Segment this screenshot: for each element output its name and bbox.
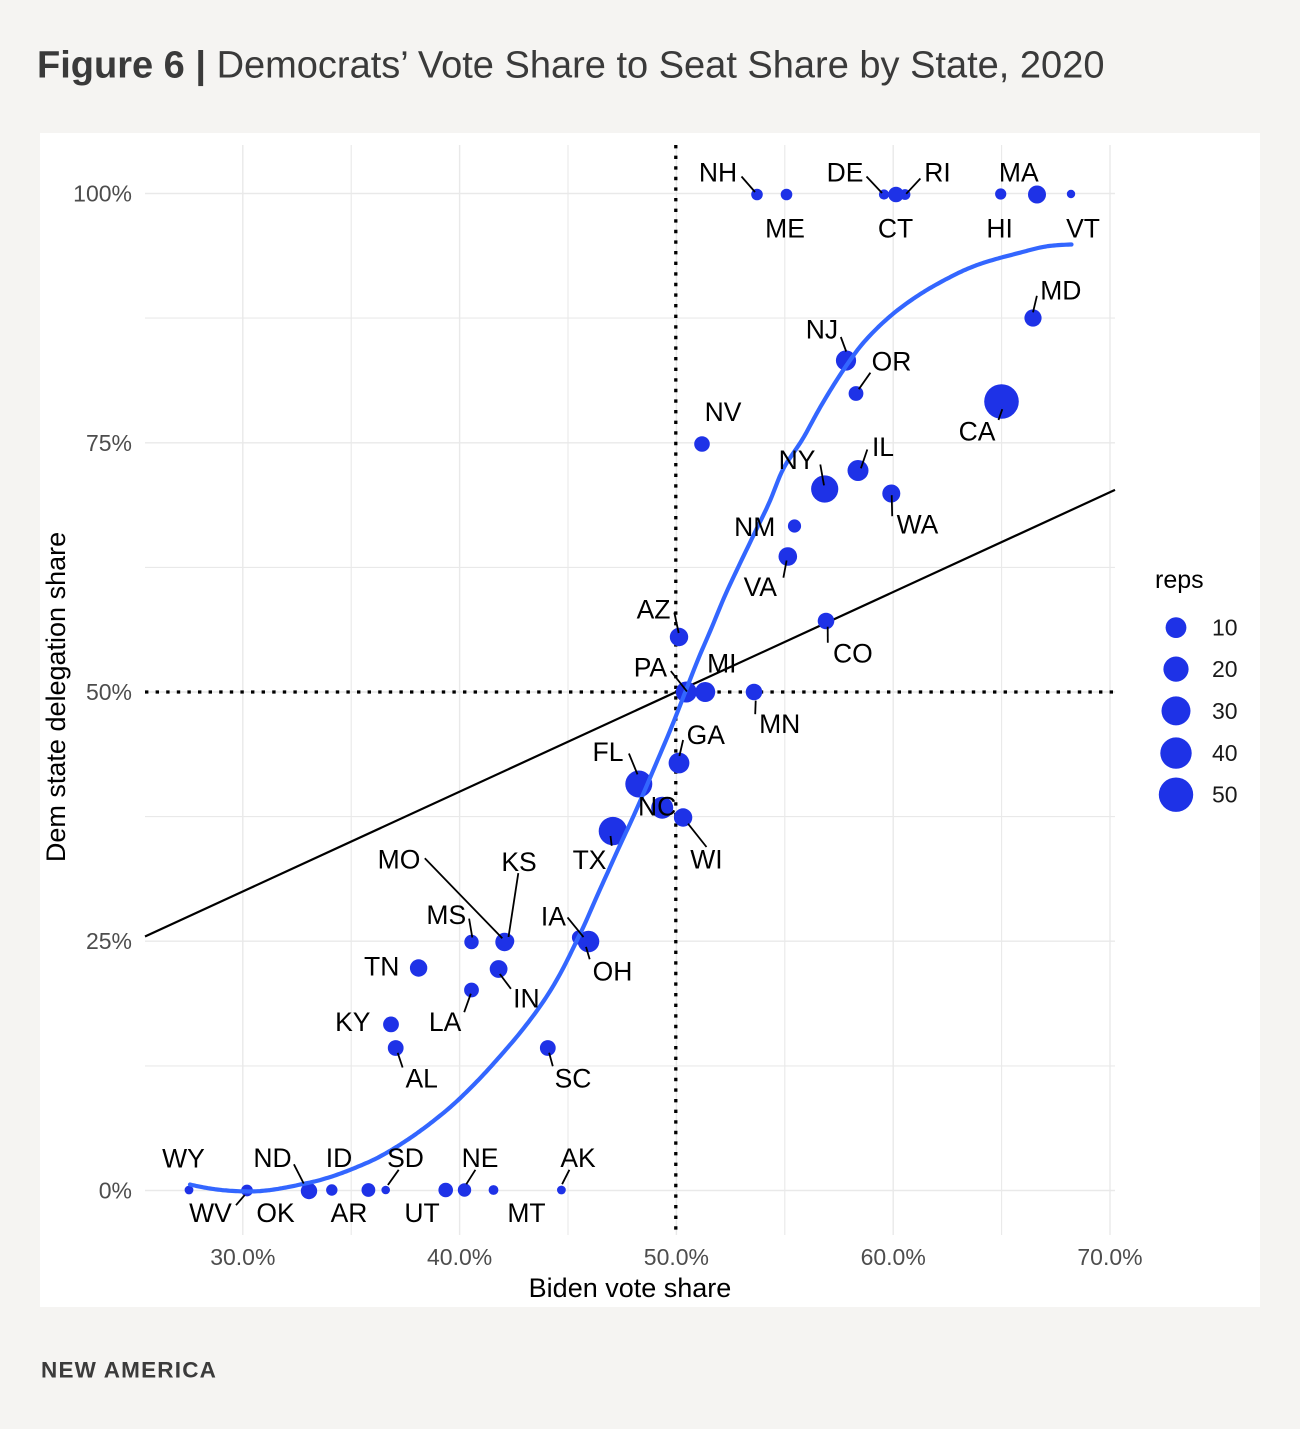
svg-text:WV: WV bbox=[189, 1198, 232, 1228]
svg-text:PA: PA bbox=[634, 652, 668, 682]
svg-text:SD: SD bbox=[387, 1143, 424, 1173]
svg-text:KS: KS bbox=[501, 847, 536, 877]
svg-text:30.0%: 30.0% bbox=[210, 1244, 275, 1270]
svg-text:TN: TN bbox=[364, 952, 399, 982]
svg-text:KY: KY bbox=[335, 1007, 371, 1037]
svg-text:CO: CO bbox=[833, 639, 873, 669]
svg-text:AK: AK bbox=[560, 1143, 596, 1173]
svg-text:NE: NE bbox=[462, 1143, 499, 1173]
svg-text:NY: NY bbox=[779, 445, 816, 475]
svg-text:VA: VA bbox=[744, 572, 778, 602]
svg-text:FL: FL bbox=[593, 737, 624, 767]
svg-text:AZ: AZ bbox=[637, 595, 671, 625]
svg-text:ND: ND bbox=[253, 1143, 291, 1173]
svg-text:NM: NM bbox=[734, 512, 775, 542]
svg-text:MD: MD bbox=[1040, 276, 1081, 306]
svg-text:Biden vote share: Biden vote share bbox=[529, 1273, 732, 1303]
svg-text:MN: MN bbox=[759, 709, 800, 739]
svg-text:TX: TX bbox=[573, 845, 607, 875]
svg-text:MS: MS bbox=[426, 900, 466, 930]
svg-text:MO: MO bbox=[378, 845, 421, 875]
svg-text:NC: NC bbox=[638, 791, 676, 821]
svg-text:20: 20 bbox=[1212, 656, 1238, 682]
svg-text:CA: CA bbox=[959, 417, 996, 447]
svg-text:NJ: NJ bbox=[806, 315, 838, 345]
svg-text:70.0%: 70.0% bbox=[1077, 1244, 1142, 1270]
svg-text:CT: CT bbox=[878, 214, 913, 244]
svg-text:UT: UT bbox=[404, 1198, 439, 1228]
svg-text:IL: IL bbox=[872, 432, 894, 462]
svg-text:WA: WA bbox=[897, 510, 939, 540]
svg-text:NH: NH bbox=[699, 158, 737, 188]
svg-text:SC: SC bbox=[555, 1064, 592, 1094]
svg-text:NEW AMERICA: NEW AMERICA bbox=[41, 1358, 217, 1383]
svg-text:MA: MA bbox=[999, 158, 1039, 188]
svg-text:IN: IN bbox=[513, 984, 540, 1014]
svg-text:0%: 0% bbox=[99, 1178, 132, 1204]
svg-text:AR: AR bbox=[331, 1198, 368, 1228]
svg-text:30: 30 bbox=[1212, 698, 1238, 724]
svg-text:ME: ME bbox=[765, 214, 805, 244]
svg-text:WY: WY bbox=[162, 1144, 205, 1174]
svg-text:GA: GA bbox=[687, 720, 726, 750]
svg-text:VT: VT bbox=[1066, 214, 1100, 244]
svg-text:Figure 6 | Democrats’ Vote Sha: Figure 6 | Democrats’ Vote Share to Seat… bbox=[37, 45, 1104, 87]
svg-text:DE: DE bbox=[827, 158, 864, 188]
svg-text:25%: 25% bbox=[86, 928, 132, 954]
svg-text:AL: AL bbox=[405, 1064, 437, 1094]
svg-text:40.0%: 40.0% bbox=[427, 1244, 492, 1270]
svg-text:RI: RI bbox=[924, 158, 951, 188]
svg-text:50.0%: 50.0% bbox=[644, 1244, 709, 1270]
svg-text:10: 10 bbox=[1212, 615, 1238, 641]
svg-text:IA: IA bbox=[541, 902, 566, 932]
svg-text:40: 40 bbox=[1212, 740, 1238, 766]
svg-text:OK: OK bbox=[256, 1198, 295, 1228]
svg-text:OR: OR bbox=[872, 347, 912, 377]
svg-text:75%: 75% bbox=[86, 430, 132, 456]
svg-text:MI: MI bbox=[707, 649, 736, 679]
svg-text:reps: reps bbox=[1155, 566, 1204, 594]
svg-text:60.0%: 60.0% bbox=[861, 1244, 926, 1270]
svg-text:HI: HI bbox=[986, 214, 1013, 244]
svg-text:MT: MT bbox=[507, 1198, 545, 1228]
svg-text:OH: OH bbox=[593, 957, 633, 987]
svg-text:50: 50 bbox=[1212, 782, 1238, 808]
svg-text:NV: NV bbox=[705, 397, 742, 427]
svg-text:ID: ID bbox=[326, 1143, 353, 1173]
svg-text:WI: WI bbox=[690, 844, 722, 874]
svg-text:100%: 100% bbox=[73, 181, 132, 207]
svg-text:LA: LA bbox=[429, 1007, 462, 1037]
svg-text:Dem state delegation share: Dem state delegation share bbox=[41, 532, 71, 862]
svg-text:50%: 50% bbox=[86, 679, 132, 705]
